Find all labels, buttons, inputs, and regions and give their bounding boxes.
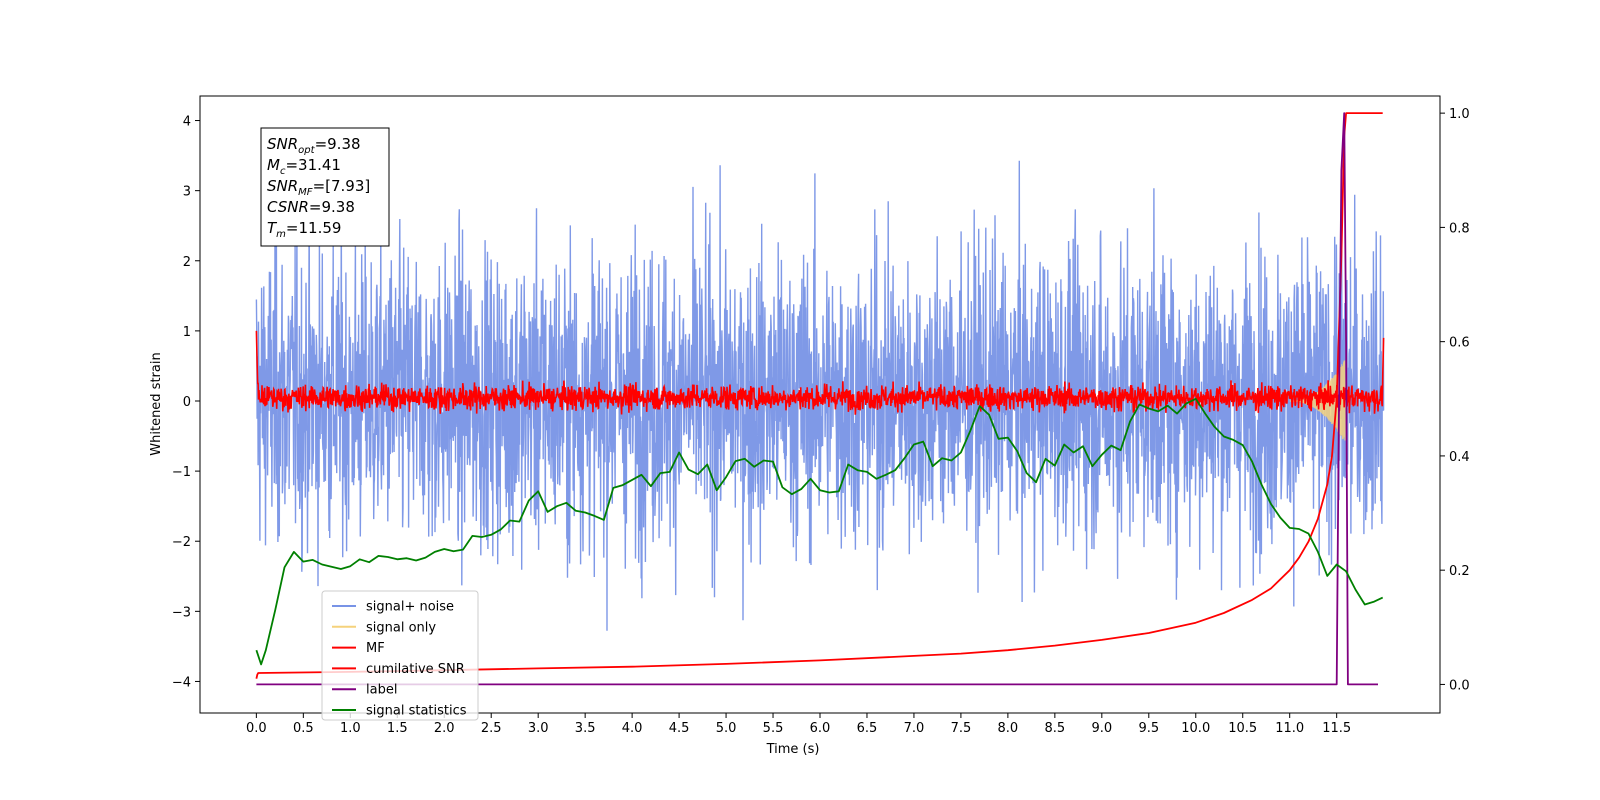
- x-tick-label: 8.5: [1045, 721, 1066, 736]
- y-tick-label: 0: [183, 395, 191, 410]
- x-tick-label: 11.5: [1322, 721, 1351, 736]
- y2-tick-label: 0.8: [1449, 221, 1470, 236]
- x-tick-label: 0.5: [293, 721, 314, 736]
- x-tick-label: 11.0: [1275, 721, 1304, 736]
- x-tick-label: 7.0: [904, 721, 925, 736]
- series-cumulative-snr: [255, 112, 1383, 679]
- x-tick-label: 4.5: [669, 721, 690, 736]
- info-line: Tm=11.59: [267, 219, 341, 240]
- y2-tick-label: 1.0: [1449, 107, 1470, 122]
- y2-tick-label: 0.2: [1449, 564, 1470, 579]
- x-tick-label: 7.5: [951, 721, 972, 736]
- x-tick-label: 5.5: [763, 721, 784, 736]
- legend-label: cumilative SNR: [366, 662, 465, 677]
- info-line: CSNR=9.38: [267, 198, 355, 216]
- series-signal-statistics: [255, 397, 1384, 666]
- x-tick-label: 2.0: [434, 721, 455, 736]
- legend-label: signal statistics: [366, 704, 467, 719]
- legend: signal+ noise signal only MF cumilative SNR…: [321, 590, 479, 721]
- x-tick-label: 0.0: [246, 721, 267, 736]
- x-tick-label: 8.0: [998, 721, 1019, 736]
- y2-tick-label: 0.4: [1449, 450, 1470, 465]
- x-tick-label: 10.5: [1228, 721, 1257, 736]
- x-tick-label: 1.5: [387, 721, 408, 736]
- x-tick-label: 4.0: [622, 721, 643, 736]
- y-tick-label: −4: [172, 675, 191, 690]
- legend-label: signal+ noise: [366, 600, 454, 615]
- series-mf: [255, 330, 1385, 415]
- legend-label: label: [366, 683, 397, 698]
- y-tick-label: −2: [172, 535, 191, 550]
- x-tick-label: 2.5: [481, 721, 502, 736]
- y-tick-label: 3: [183, 185, 191, 200]
- y2-tick-label: 0.6: [1449, 336, 1470, 351]
- x-tick-label: 9.5: [1138, 721, 1159, 736]
- info-box: SNRopt=9.38Mc=31.41SNRMF=[7.93]CSNR=9.38…: [260, 127, 390, 247]
- x-tick-label: 3.0: [528, 721, 549, 736]
- x-tick-label: 1.0: [340, 721, 361, 736]
- legend-label: signal only: [366, 620, 436, 635]
- x-tick-label: 9.0: [1091, 721, 1112, 736]
- y-tick-label: 4: [183, 115, 191, 130]
- y-tick-label: −1: [172, 465, 191, 480]
- series-signal-noise: [255, 160, 1385, 631]
- x-tick-label: 3.5: [575, 721, 596, 736]
- x-axis-label: Time (s): [766, 742, 820, 757]
- y-tick-label: −3: [172, 605, 191, 620]
- legend-label: MF: [366, 641, 385, 656]
- info-line: SNRMF=[7.93]: [267, 177, 370, 198]
- x-tick-label: 5.0: [716, 721, 737, 736]
- x-tick-label: 6.5: [857, 721, 878, 736]
- info-line: Mc=31.41: [267, 156, 341, 177]
- y-tick-label: 1: [183, 325, 191, 340]
- info-line: SNRopt=9.38: [267, 135, 361, 156]
- y-tick-label: 2: [183, 255, 191, 270]
- series-label: [256, 112, 1378, 686]
- y-axis-label: Whitened strain: [149, 352, 164, 455]
- x-tick-label: 10.0: [1181, 721, 1210, 736]
- x-tick-label: 6.0: [810, 721, 831, 736]
- y2-tick-label: 0.0: [1449, 678, 1470, 693]
